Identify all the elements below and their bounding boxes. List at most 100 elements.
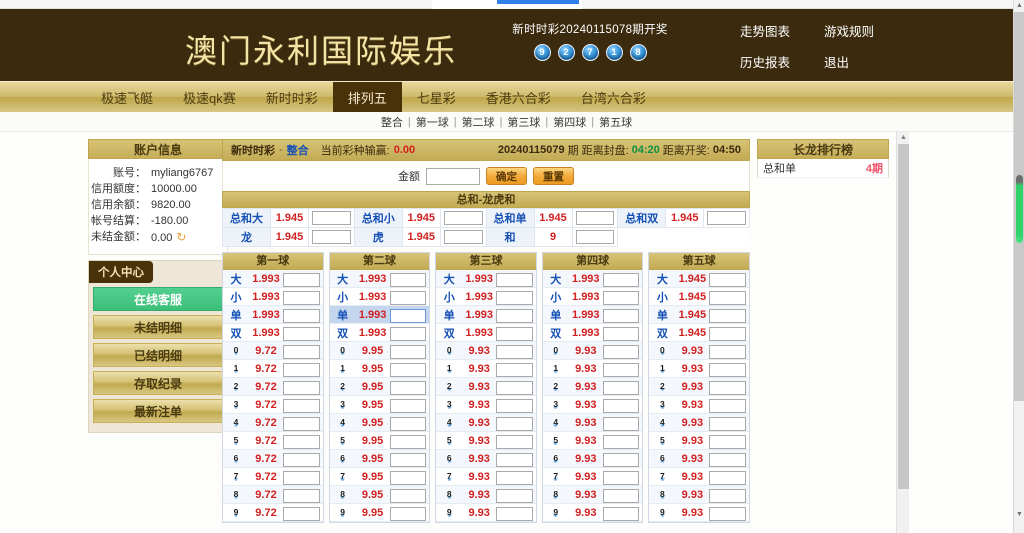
ball-0-num-row-3[interactable]: 3 9.72 [223,396,323,414]
sum-bet-input-0-3[interactable] [707,211,746,225]
ball-1-bs-input-1[interactable] [389,291,427,305]
ball-4-num-row-7[interactable]: 7 9.93 [649,468,749,486]
ball-1-num-input-7[interactable] [389,471,427,485]
ball-3-num-input-1[interactable] [602,363,640,377]
sum-label-0-3[interactable]: 总和双 [617,208,667,228]
ball-3-bs-row-2[interactable]: 单 1.993 [542,306,643,324]
ball-1-num-input-5[interactable] [389,435,427,449]
ball-4-num-input-3[interactable] [709,399,746,413]
ball-2-num-input-8[interactable] [496,489,533,503]
ball-0-num-row-2[interactable]: 2 9.72 [223,378,323,396]
ball-0-num-row-0[interactable]: 0 9.72 [223,342,323,360]
ball-4-num-input-7[interactable] [709,471,746,485]
link-logout[interactable]: 退出 [824,56,850,70]
nav-item-0[interactable]: 极速飞艇 [101,90,154,106]
sum-bet-input-0-1[interactable] [443,211,483,225]
ball-2-num-row-4[interactable]: 4 9.93 [436,414,536,432]
ball-2-bs-row-1[interactable]: 小 1.993 [436,288,536,306]
ball-2-num-input-3[interactable] [496,399,533,413]
ball-1-num-input-6[interactable] [389,453,427,467]
ball-2-num-input-5[interactable] [496,435,533,449]
ball-1-num-row-7[interactable]: 7 9.95 [329,468,430,486]
ball-0-num-row-5[interactable]: 5 9.72 [223,432,323,450]
ball-0-num-input-0[interactable] [283,345,320,359]
ball-1-num-input-9[interactable] [389,507,427,521]
ball-2-num-row-8[interactable]: 8 9.93 [436,486,536,504]
ball-3-num-input-7[interactable] [602,471,640,485]
browser-tab[interactable] [432,0,582,9]
sum-label-1-1[interactable]: 虎 [353,227,403,247]
ball-1-num-row-3[interactable]: 3 9.95 [329,396,430,414]
ball-3-num-row-4[interactable]: 4 9.93 [542,414,643,432]
ball-0-num-input-5[interactable] [283,435,320,449]
inner-scroll-thumb[interactable] [898,144,909,489]
ball-4-num-input-0[interactable] [709,345,746,359]
ball-4-num-input-8[interactable] [709,489,746,503]
ball-1-num-row-9[interactable]: 9 9.95 [329,504,430,522]
ball-4-num-row-4[interactable]: 4 9.93 [649,414,749,432]
ball-1-bs-input-2[interactable] [389,309,427,323]
ball-0-num-row-6[interactable]: 6 9.72 [223,450,323,468]
ball-0-num-row-1[interactable]: 1 9.72 [223,360,323,378]
ball-2-bs-input-3[interactable] [496,327,533,341]
ball-3-bs-input-3[interactable] [602,327,640,341]
subnav-item-4[interactable]: 第四球 [553,116,587,129]
ball-3-num-input-6[interactable] [602,453,640,467]
ball-0-num-input-1[interactable] [283,363,320,377]
subnav-item-1[interactable]: 第一球 [415,116,449,129]
sum-label-0-2[interactable]: 总和单 [485,208,535,228]
ball-1-num-row-0[interactable]: 0 9.95 [329,342,430,360]
ball-2-num-input-0[interactable] [496,345,533,359]
ball-2-bs-input-2[interactable] [496,309,533,323]
ball-4-num-row-1[interactable]: 1 9.93 [649,360,749,378]
ball-2-num-input-9[interactable] [496,507,533,521]
ball-3-bs-input-2[interactable] [602,309,640,323]
ball-1-bs-row-0[interactable]: 大 1.993 [329,270,430,288]
ball-4-bs-row-0[interactable]: 大 1.945 [649,270,749,288]
ball-4-bs-row-3[interactable]: 双 1.945 [649,324,749,342]
ball-0-bs-row-0[interactable]: 大 1.993 [223,270,323,288]
ball-4-num-input-9[interactable] [709,507,746,521]
inner-scroll-up-icon[interactable]: ▲ [900,134,907,141]
ball-2-num-row-6[interactable]: 6 9.93 [436,450,536,468]
ball-3-num-row-0[interactable]: 0 9.93 [542,342,643,360]
ball-3-bs-row-3[interactable]: 双 1.993 [542,324,643,342]
subnav-item-0[interactable]: 整合 [380,116,403,129]
ball-1-num-row-6[interactable]: 6 9.95 [329,450,430,468]
ball-4-num-input-4[interactable] [709,417,746,431]
ball-1-num-row-1[interactable]: 1 9.95 [329,360,430,378]
ball-4-num-row-3[interactable]: 3 9.93 [649,396,749,414]
subnav-item-5[interactable]: 第五球 [599,116,633,129]
ball-0-num-input-7[interactable] [283,471,320,485]
ball-3-num-row-7[interactable]: 7 9.93 [542,468,643,486]
ball-2-num-row-0[interactable]: 0 9.93 [436,342,536,360]
page-scroll-thumb[interactable] [1016,175,1023,243]
ball-1-bs-row-1[interactable]: 小 1.993 [329,288,430,306]
ball-4-num-row-5[interactable]: 5 9.93 [649,432,749,450]
ball-0-num-input-3[interactable] [283,399,320,413]
ball-0-num-row-7[interactable]: 7 9.72 [223,468,323,486]
ball-0-num-input-9[interactable] [283,507,320,521]
ball-0-num-input-2[interactable] [283,381,320,395]
nav-item-1[interactable]: 极速qk赛 [183,90,236,106]
nav-item-3[interactable]: 排列五 [332,82,402,112]
ball-3-bs-row-0[interactable]: 大 1.993 [542,270,643,288]
ball-0-num-row-8[interactable]: 8 9.72 [223,486,323,504]
ball-3-bs-input-1[interactable] [602,291,640,305]
ball-2-num-input-2[interactable] [496,381,533,395]
amount-input[interactable] [426,167,480,185]
ball-3-num-input-5[interactable] [602,435,640,449]
ball-3-bs-input-0[interactable] [602,273,640,287]
ball-4-num-row-0[interactable]: 0 9.93 [649,342,749,360]
ball-1-num-input-8[interactable] [389,489,427,503]
ball-0-num-input-8[interactable] [283,489,320,503]
link-game-rules[interactable]: 游戏规则 [824,25,875,39]
ball-0-bs-row-3[interactable]: 双 1.993 [223,324,323,342]
ball-3-bs-row-1[interactable]: 小 1.993 [542,288,643,306]
ball-4-num-row-6[interactable]: 6 9.93 [649,450,749,468]
subnav-item-2[interactable]: 第二球 [461,116,495,129]
ball-0-num-input-6[interactable] [283,453,320,467]
ball-1-num-row-5[interactable]: 5 9.95 [329,432,430,450]
ball-3-num-row-2[interactable]: 2 9.93 [542,378,643,396]
nav-item-5[interactable]: 香港六合彩 [485,90,551,106]
